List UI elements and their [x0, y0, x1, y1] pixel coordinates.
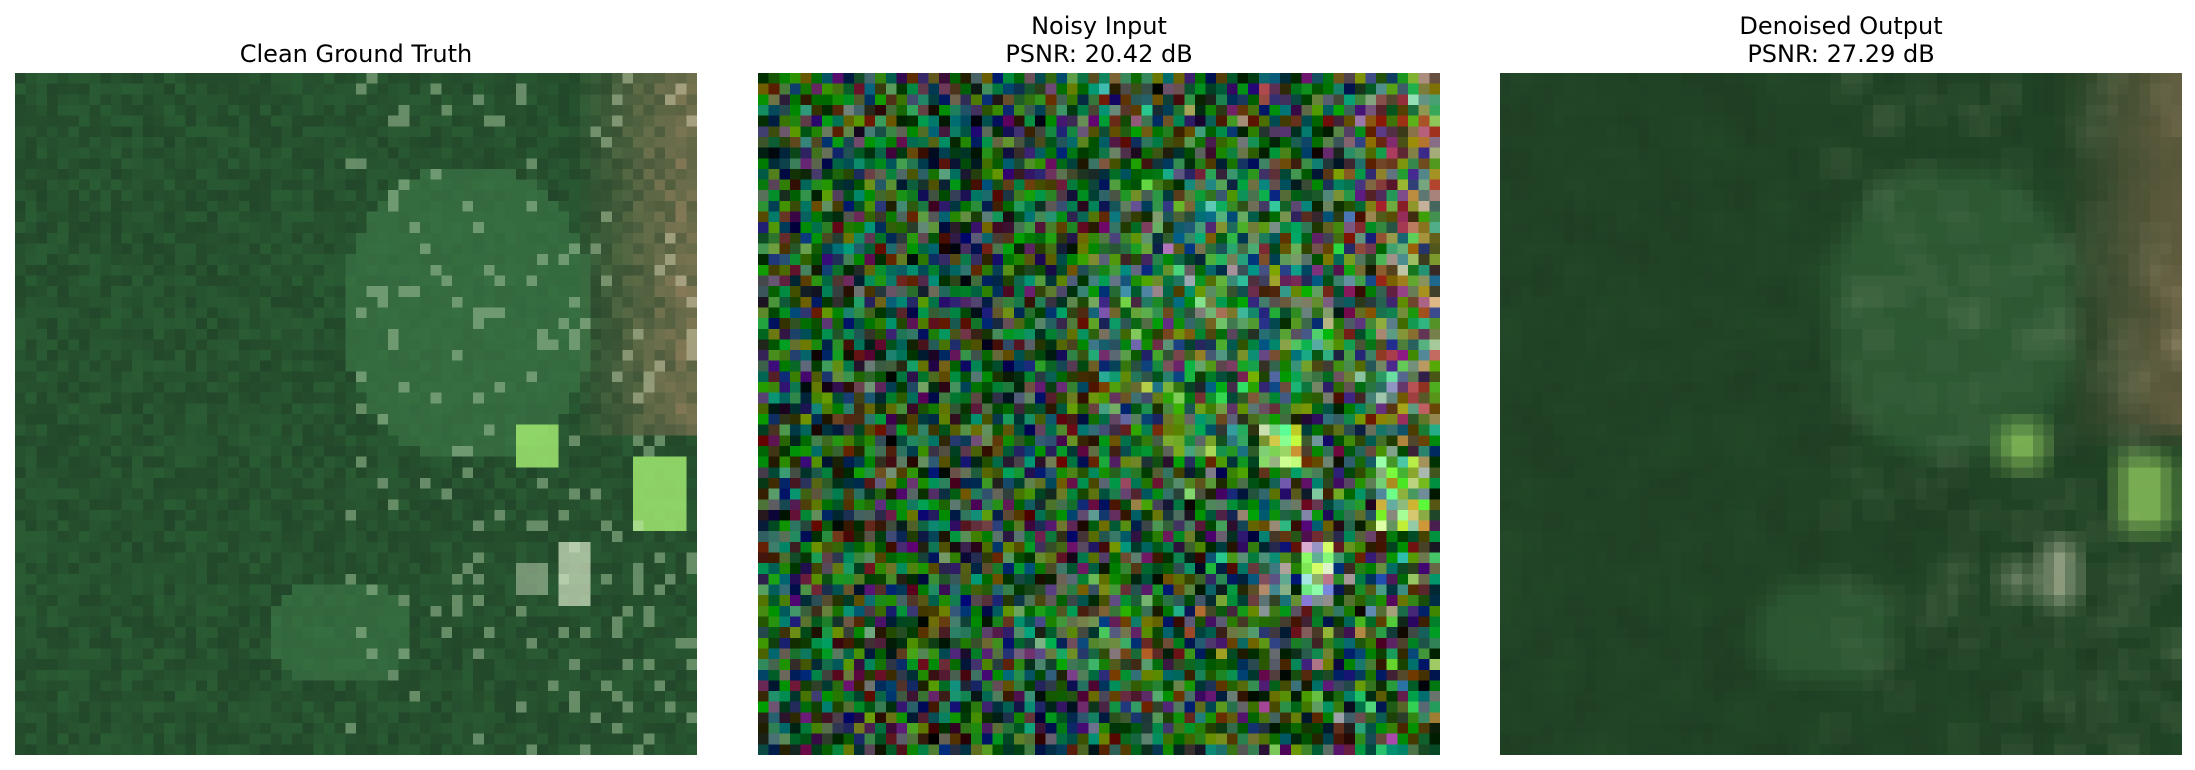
- panel-title-clean: Clean Ground Truth: [15, 8, 697, 68]
- noisy-image-canvas: [758, 73, 1440, 755]
- panel-clean-ground-truth: Clean Ground Truth: [15, 0, 697, 770]
- clean-image: [15, 73, 697, 755]
- title-line: Denoised Output: [1739, 12, 1943, 40]
- title-line: Noisy Input: [1031, 12, 1167, 40]
- title-line: Clean Ground Truth: [239, 40, 473, 68]
- panel-title-noisy: Noisy Input PSNR: 20.42 dB: [758, 8, 1440, 68]
- denoised-image: [1500, 73, 2182, 755]
- panel-denoised-output: Denoised Output PSNR: 27.29 dB: [1500, 0, 2182, 770]
- psnr-label: PSNR: 20.42 dB: [1005, 40, 1193, 68]
- noisy-image: [758, 73, 1440, 755]
- clean-image-canvas: [15, 73, 697, 755]
- panel-title-denoised: Denoised Output PSNR: 27.29 dB: [1500, 8, 2182, 68]
- panel-noisy-input: Noisy Input PSNR: 20.42 dB: [758, 0, 1440, 770]
- psnr-label: PSNR: 27.29 dB: [1747, 40, 1935, 68]
- denoised-image-canvas: [1500, 73, 2182, 755]
